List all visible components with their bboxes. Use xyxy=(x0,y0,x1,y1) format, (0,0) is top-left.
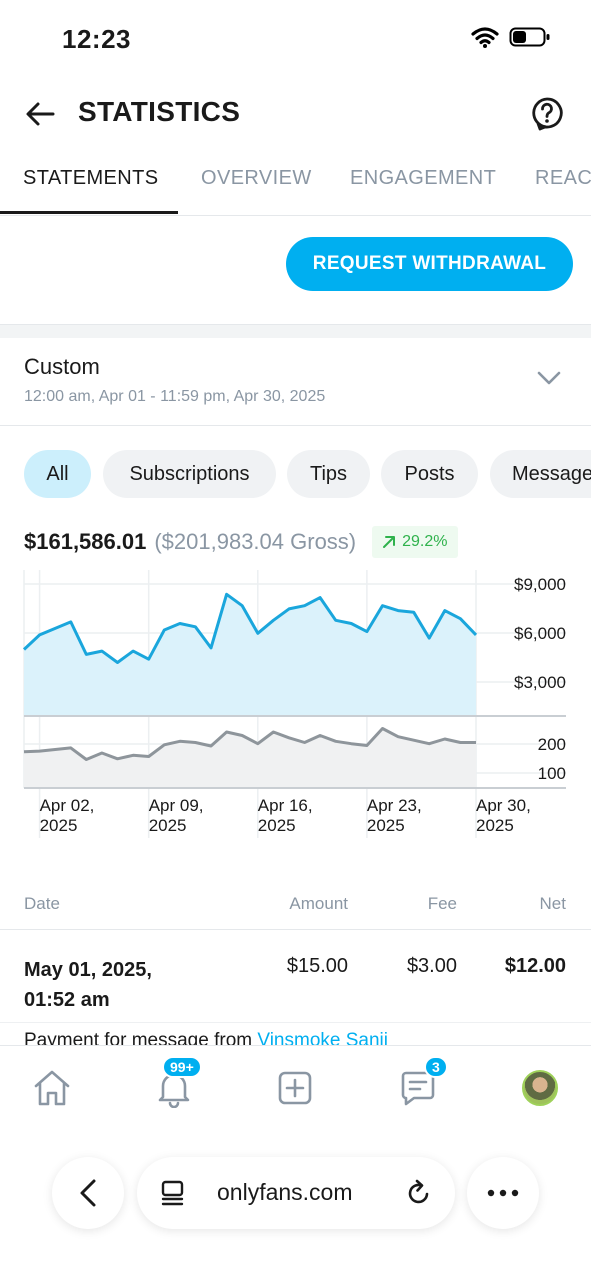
address-bar[interactable]: onlyfans.com xyxy=(137,1157,455,1229)
browser-back-button[interactable] xyxy=(52,1157,124,1229)
table-row[interactable]: May 01, 2025, 01:52 am $15.00 $3.00 $12.… xyxy=(0,931,591,1023)
col-date: Date xyxy=(24,894,60,913)
series-area-1 xyxy=(24,594,476,716)
series-line-2 xyxy=(23,727,476,761)
nav-profile[interactable] xyxy=(518,1066,562,1110)
series-line-1 xyxy=(22,592,478,664)
row-date: May 01, 2025, 01:52 am xyxy=(24,959,152,1011)
filter-chips: All Subscriptions Tips Posts Messages xyxy=(0,450,591,500)
page-header: STATISTICS xyxy=(0,84,591,144)
section-divider xyxy=(0,324,591,338)
chart-svg: $9,000 $6,000 $3,000 200 100 Apr 02, 2025 Apr 0… xyxy=(22,570,566,838)
browser-toolbar: onlyfans.com xyxy=(0,1135,591,1280)
chip-messages[interactable]: Messages xyxy=(490,450,591,498)
chevron-left-icon xyxy=(80,1179,96,1207)
gross-total: ($201,983.04 Gross) xyxy=(154,529,357,554)
arrow-up-right-icon xyxy=(383,536,396,548)
growth-value: 29.2% xyxy=(402,533,448,550)
row-net: $12.00 xyxy=(504,955,566,977)
y-tick-label: $9,000 xyxy=(514,575,566,594)
more-horizontal-icon xyxy=(487,1189,519,1197)
status-time: 12:23 xyxy=(62,24,131,54)
help-icon xyxy=(532,97,563,131)
request-withdrawal-button[interactable]: REQUEST WITHDRAWAL xyxy=(286,237,573,291)
series-area-2 xyxy=(24,728,476,788)
x-tick-label: Apr 30, 2025 xyxy=(476,796,531,835)
nav-home[interactable] xyxy=(30,1066,74,1110)
x-tick-label: Apr 09, 2025 xyxy=(149,796,204,835)
nav-messages[interactable]: 3 xyxy=(396,1056,448,1110)
battery-icon xyxy=(509,27,550,47)
reload-icon[interactable] xyxy=(405,1179,433,1207)
chip-posts[interactable]: Posts xyxy=(381,450,478,498)
help-button[interactable] xyxy=(529,96,565,132)
nav-new-post[interactable] xyxy=(273,1066,317,1110)
period-range: 12:00 am, Apr 01 - 11:59 pm, Apr 30, 202… xyxy=(24,388,326,405)
x-tick-label: Apr 23, 2025 xyxy=(367,796,422,835)
notifications-badge: 99+ xyxy=(162,1056,202,1078)
y-tick-label: 100 xyxy=(538,764,566,783)
totals-row: $161,586.01 ($201,983.04 Gross) 29.2% xyxy=(24,524,458,560)
x-tick-label: Apr 02, 2025 xyxy=(40,796,95,835)
plus-square-icon xyxy=(278,1071,312,1105)
tab-engagement[interactable]: ENGAGEMENT xyxy=(350,167,497,189)
period-label: Custom xyxy=(24,354,100,379)
active-tab-indicator xyxy=(0,211,178,214)
col-net: Net xyxy=(539,894,566,913)
period-selector[interactable]: Custom 12:00 am, Apr 01 - 11:59 pm, Apr … xyxy=(0,338,591,426)
net-total: $161,586.01 xyxy=(24,529,147,554)
page-title: STATISTICS xyxy=(78,96,241,127)
browser-menu-button[interactable] xyxy=(467,1157,539,1229)
tab-statements[interactable]: STATEMENTS xyxy=(23,167,159,189)
avatar xyxy=(522,1070,558,1106)
messages-badge: 3 xyxy=(424,1056,448,1078)
arrow-left-icon xyxy=(26,102,55,126)
status-bar: 12:23 xyxy=(0,0,591,80)
status-icons xyxy=(471,26,551,48)
y-tick-label: $6,000 xyxy=(514,624,566,643)
table-header: Date Amount Fee Net xyxy=(0,890,591,930)
chevron-down-icon xyxy=(537,371,561,385)
growth-badge: 29.2% xyxy=(372,526,458,558)
url-text: onlyfans.com xyxy=(217,1179,353,1205)
bottom-nav: 99+ 3 xyxy=(0,1045,591,1135)
back-button[interactable] xyxy=(22,96,58,132)
wifi-icon xyxy=(471,27,499,48)
tab-bar: STATEMENTS OVERVIEW ENGAGEMENT REACH xyxy=(0,150,591,216)
col-amount: Amount xyxy=(289,894,348,913)
earnings-chart: $9,000 $6,000 $3,000 200 100 Apr 02, 2025 Apr 0… xyxy=(0,566,591,846)
chip-tips[interactable]: Tips xyxy=(287,450,370,498)
chip-subscriptions[interactable]: Subscriptions xyxy=(103,450,276,498)
row-amount: $15.00 xyxy=(286,955,348,977)
tab-reach[interactable]: REACH xyxy=(535,167,591,189)
y-tick-label: $3,000 xyxy=(514,673,566,692)
chat-icon xyxy=(401,1071,435,1106)
home-icon xyxy=(34,1070,70,1106)
y-tick-label: 200 xyxy=(538,735,566,754)
x-tick-label: Apr 16, 2025 xyxy=(258,796,313,835)
chip-all[interactable]: All xyxy=(24,450,91,498)
nav-notifications[interactable]: 99+ xyxy=(152,1056,202,1110)
col-fee: Fee xyxy=(427,894,457,913)
tab-overview[interactable]: OVERVIEW xyxy=(201,167,312,189)
tab-list-icon xyxy=(161,1180,184,1206)
row-fee: $3.00 xyxy=(406,955,457,977)
